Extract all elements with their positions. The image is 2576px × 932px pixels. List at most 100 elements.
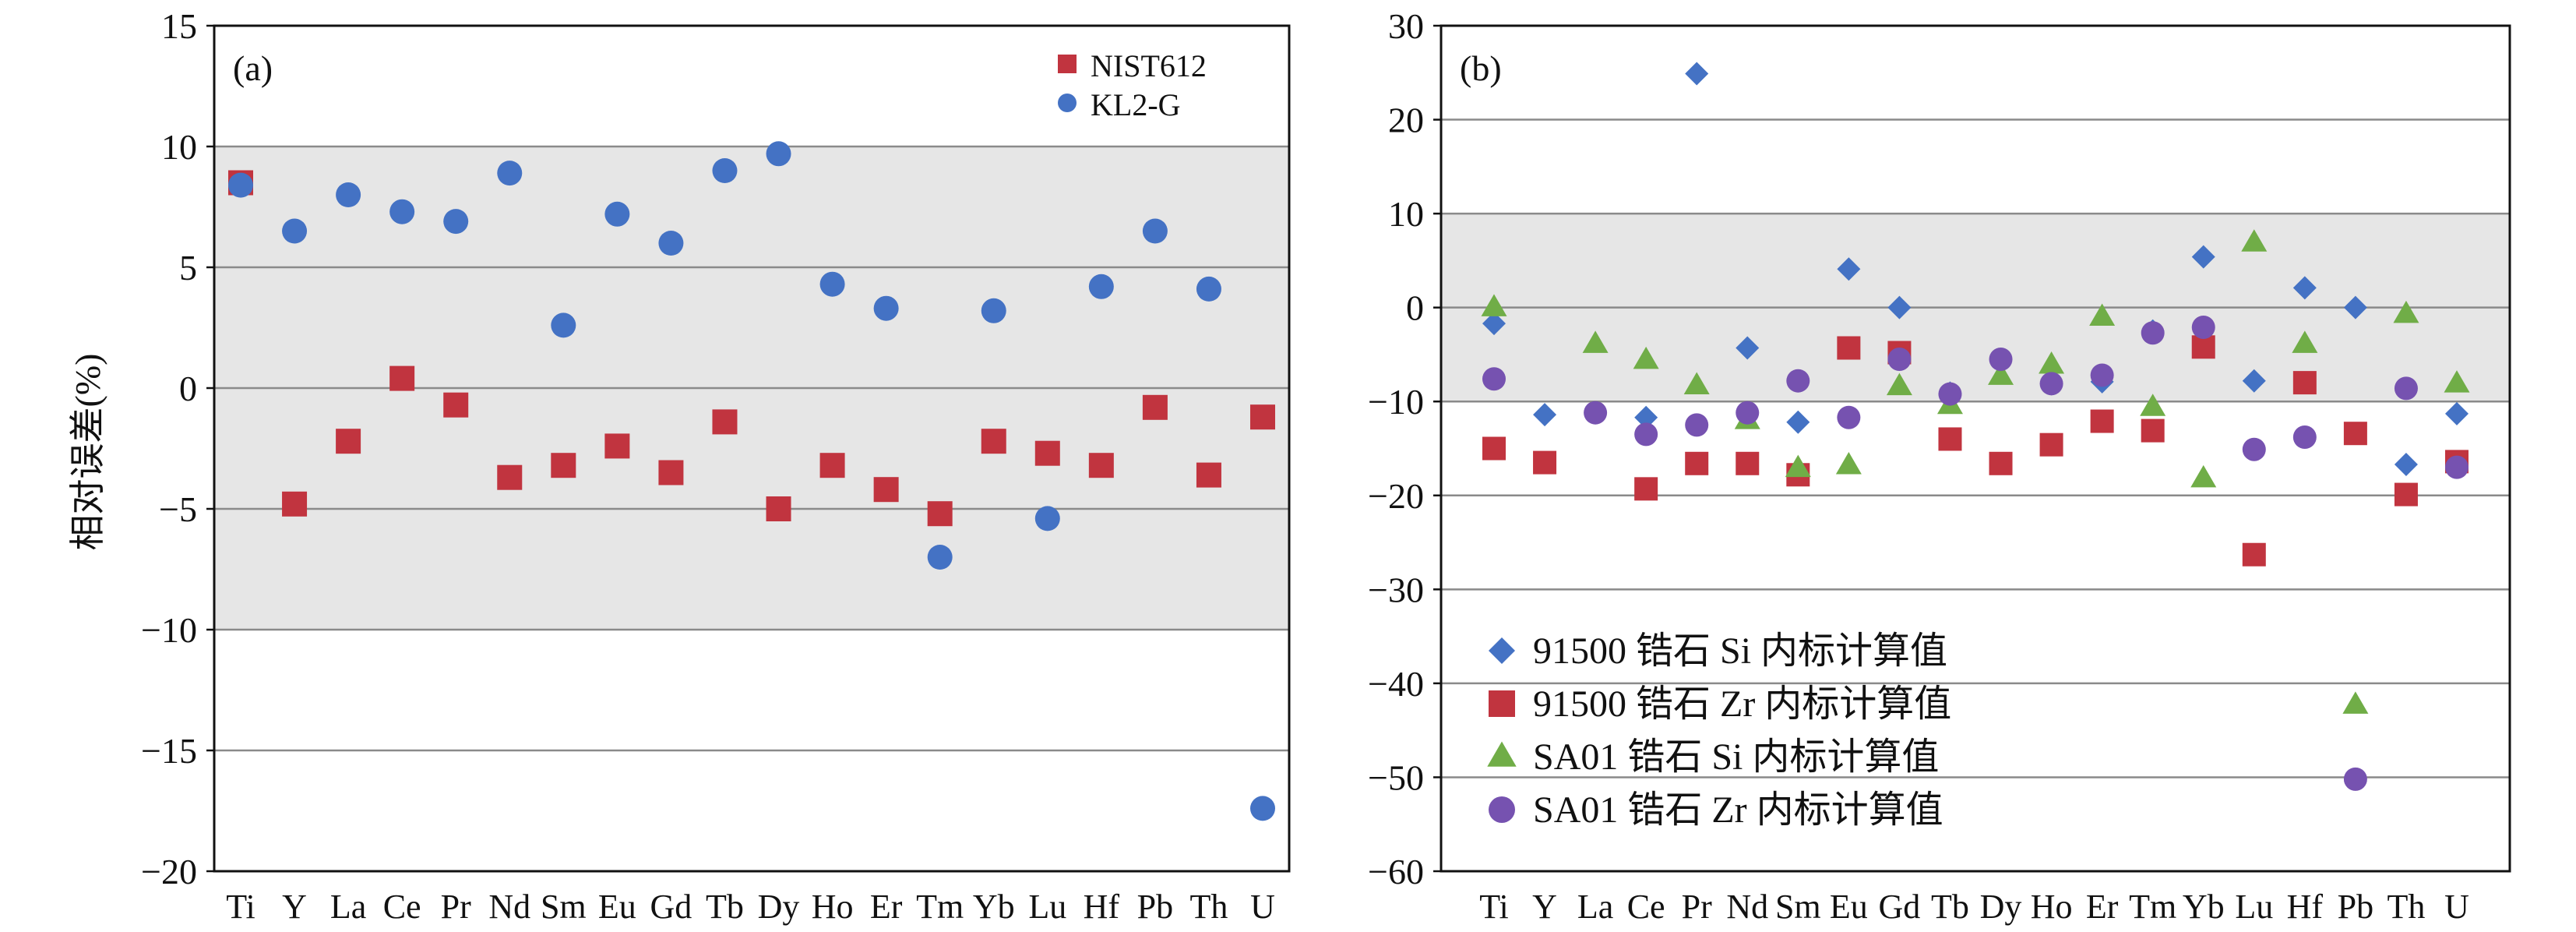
panel-b-series-3-point: [2190, 464, 2217, 488]
panel-a-chart: −20 −15 −10 −5 0 5 10 15 Ti Y La Ce Pr Nd Sm Eu Gd Tb Dy Ho…: [141, 6, 1291, 926]
panel-b-series-1-point: [2394, 452, 2418, 476]
panel-b-series-2-point: [2141, 418, 2165, 443]
panel-a-y-tick-label: 5: [179, 248, 197, 288]
panel-a-series-1-point: [766, 496, 791, 521]
y-axis-title: 相对误差(%): [68, 354, 107, 551]
panel-a-x-tick-label: Eu: [598, 888, 636, 926]
panel-b-series-1-point: [2343, 295, 2367, 319]
panel-a-series-2-point: [336, 182, 361, 207]
panel-b-series-1-point: [1634, 405, 1658, 429]
panel-a-series-2-point: [389, 199, 415, 224]
panel-b-x-tick-label: Hf: [2287, 888, 2324, 926]
panel-a-x-tick-label: Yb: [973, 888, 1015, 926]
panel-b-series-3-point: [2089, 303, 2116, 326]
panel-a-x-tick-label: Nd: [488, 888, 530, 926]
panel-a-x-tick-label: Gd: [650, 888, 692, 926]
panel-a-series-2-point: [1088, 274, 1114, 299]
panel-a-series-2-point: [604, 201, 630, 227]
panel-b-series-1-point: [2242, 369, 2266, 393]
panel-a-series-2-point: [497, 161, 523, 186]
panel-a-label: (a): [233, 48, 273, 88]
panel-a-y-tick-label: −10: [141, 610, 197, 650]
panel-b-legend-marker: [1487, 741, 1517, 767]
panel-b-series-1-point: [1482, 312, 1506, 336]
panel-b-series-3-point: [1582, 330, 1609, 353]
panel-b-y-tick-label: −50: [1368, 757, 1424, 797]
panel-b-series-2-point: [2343, 422, 2367, 446]
panel-b-series-2-point: [2039, 432, 2063, 457]
panel-a-series-1-point: [336, 429, 361, 454]
panel-b-series-1-point: [2191, 245, 2215, 269]
panel-a-x-tick-label: Ti: [226, 888, 255, 926]
panel-b-series-2-point: [1533, 450, 1557, 475]
panel-b-y-tick-label: 10: [1388, 194, 1424, 234]
panel-b-x-tick-label: Sm: [1775, 888, 1821, 926]
panel-a-x-tick-label: Dy: [758, 888, 800, 926]
panel-b-series-4-point: [2445, 455, 2469, 479]
panel-b-x-tick-label: Tm: [2129, 888, 2176, 926]
panel-b-series-1-point: [1887, 295, 1912, 319]
panel-a-series-1-point: [658, 460, 684, 485]
panel-a-series-2-point: [658, 231, 684, 256]
panel-a-plot-frame: [213, 24, 1291, 873]
panel-b-series-4-point: [1989, 347, 2013, 371]
panel-b-series-4-point: [1482, 367, 1506, 391]
panel-b-series-4-point: [1887, 347, 1912, 371]
panel-a-series-2-point: [1196, 276, 1221, 302]
panel-b-series-1-point: [1685, 62, 1709, 86]
panel-a-x-tick-label: Er: [870, 888, 903, 926]
panel-b-series-3-point: [1988, 362, 2014, 385]
panel-b-series-2-point: [1634, 477, 1658, 501]
panel-a-x-tick-label: La: [330, 888, 366, 926]
panel-a-series-2-point: [1250, 796, 1275, 821]
panel-b-series-4-point: [2191, 315, 2215, 339]
panel-a-series-1-point: [873, 477, 899, 503]
panel-b-series-4-point: [2242, 437, 2266, 461]
panel-b-series-4-point: [1786, 369, 1810, 393]
panel-a-series-2-point: [927, 545, 953, 570]
panel-a-x-tick-label: Ho: [812, 888, 854, 926]
panel-a-series-2-point: [981, 298, 1006, 323]
panel-a-x-tick-label: Lu: [1028, 888, 1066, 926]
panel-b-series-1-point: [1533, 403, 1557, 427]
panel-b-legend-entry: 91500 锆石 Zr 内标计算值: [1533, 683, 1951, 725]
panel-a-x-tick-label: Sm: [541, 888, 587, 926]
panel-a-series-2-point: [1142, 218, 1168, 244]
panel-a-series-2-point: [228, 172, 253, 198]
panel-b-series-2-point: [1482, 436, 1506, 461]
panel-b-series-3-point: [2241, 229, 2268, 252]
panel-b-x-tick-label: Pr: [1682, 888, 1712, 926]
panel-a-x-tick-label: Y: [282, 888, 307, 926]
panel-b-series-1-point: [2292, 276, 2317, 300]
panel-a-y-tick-label: −15: [141, 731, 197, 771]
panel-b-series-2-point: [2292, 371, 2317, 395]
panel-a-legend-marker: [1058, 55, 1077, 73]
panel-b-y-tick-label: −40: [1368, 664, 1424, 704]
panel-b-series-3-point: [2140, 394, 2166, 416]
panel-a-series-2-point: [1034, 506, 1060, 531]
panel-b-series-3-point: [1886, 372, 1912, 396]
panel-a-series-2-point: [766, 141, 791, 167]
panel-a-series-2-point: [819, 271, 845, 297]
panel-a-y-tick-label: −5: [159, 489, 197, 529]
panel-b-series-4-point: [1938, 382, 1962, 406]
panel-b-series-3-point: [1633, 346, 1659, 369]
panel-b-series-1-point: [1736, 336, 1760, 360]
panel-b-legend-marker: [1489, 796, 1515, 823]
panel-b-x-tick-label: Eu: [1830, 888, 1868, 926]
panel-b-x-tick-label: U: [2444, 888, 2469, 926]
panel-b-x-tick-label: Gd: [1879, 888, 1921, 926]
panel-b-series-1-point: [1786, 410, 1810, 434]
panel-a-series-1-point: [604, 433, 630, 459]
panel-b-chart: −60 −50 −40 −30 −20 −10 0 10 20 30 Ti Y La Ce Pr Nd Sm Eu…: [1368, 6, 2511, 926]
panel-b-series-2-point: [2394, 482, 2418, 507]
panel-a-series-2-point: [551, 312, 576, 338]
panel-b-x-tick-label: Y: [1532, 888, 1557, 926]
panel-b-series-2-point: [1938, 427, 1962, 451]
panel-b-series-3-point: [1835, 451, 1862, 475]
panel-b-series-2-point: [2090, 409, 2114, 433]
panel-a-series-1-point: [819, 453, 845, 478]
panel-b-series-3-point: [2393, 300, 2419, 323]
panel-a-series-2-point: [443, 209, 469, 235]
panel-b-series-1-point: [1837, 257, 1861, 281]
